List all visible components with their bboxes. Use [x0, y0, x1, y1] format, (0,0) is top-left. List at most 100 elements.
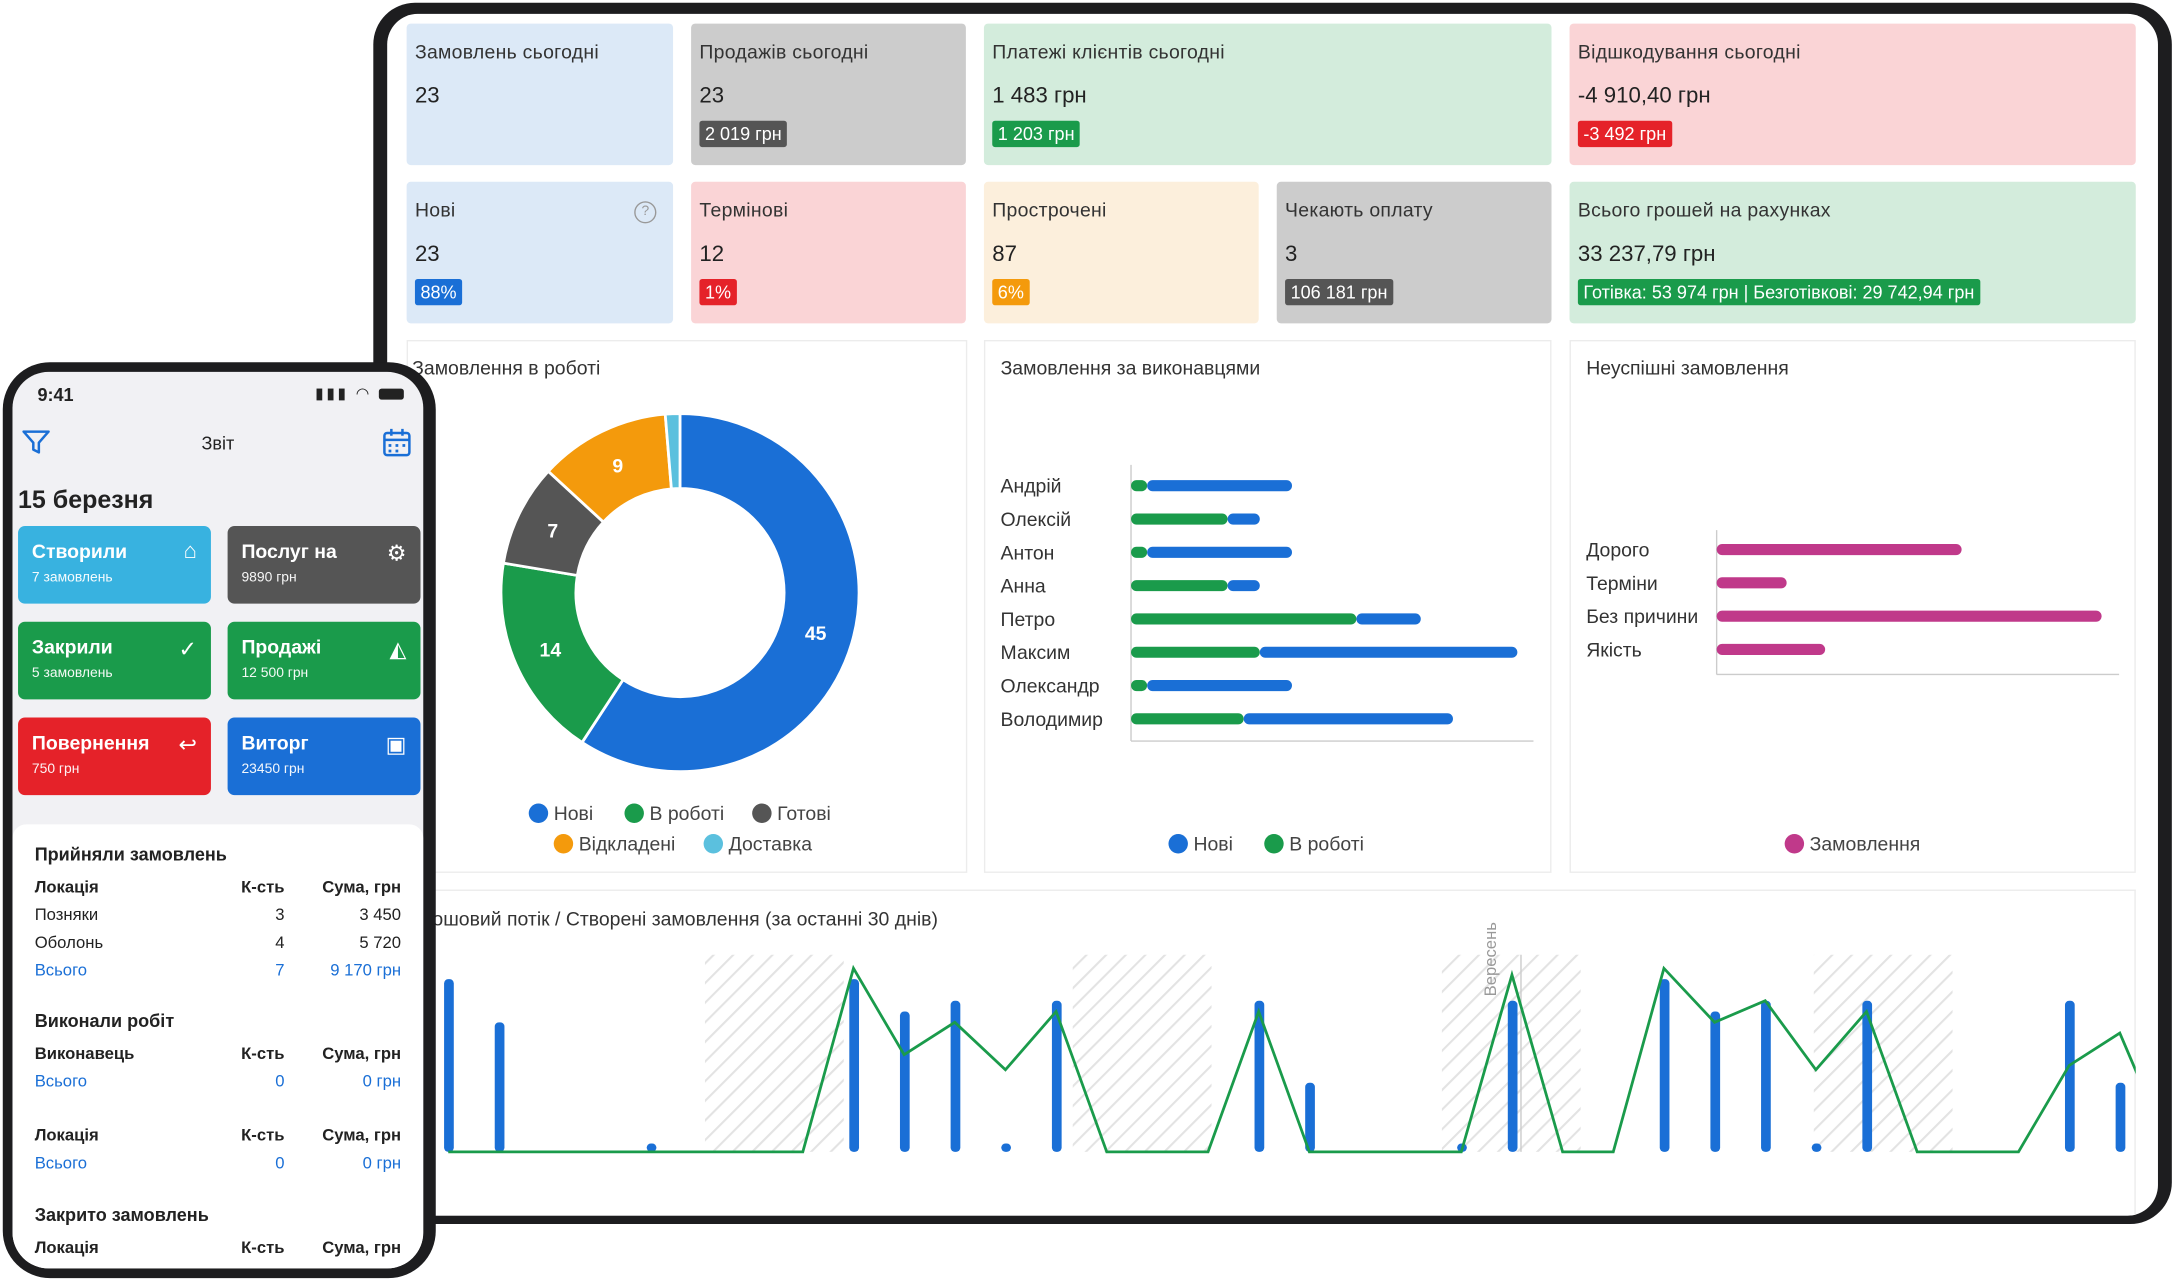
- bar[interactable]: [1131, 480, 1148, 492]
- total-label: Всього: [34, 960, 88, 980]
- cashflow-chart: [444, 954, 2136, 1154]
- bar[interactable]: [1227, 513, 1260, 525]
- legend-label: Готові: [777, 802, 831, 825]
- bar[interactable]: [1131, 613, 1357, 625]
- bar[interactable]: [1716, 577, 1787, 589]
- cashflow-bar[interactable]: [1507, 1000, 1518, 1152]
- tile-label: Повернення: [31, 731, 150, 754]
- filter-icon[interactable]: [22, 430, 50, 455]
- bar[interactable]: [1716, 643, 1826, 656]
- card-value: 23: [414, 242, 440, 267]
- cashflow-bar[interactable]: [444, 979, 454, 1152]
- cashflow-bar[interactable]: [1254, 1000, 1265, 1152]
- card-client-payments[interactable]: Платежі клієнтів сьогодні 1 483 грн 1 20…: [983, 23, 1552, 166]
- col-sum: Сума, грн: [322, 1043, 402, 1064]
- legend-label: Відкладені: [578, 832, 676, 855]
- calendar-icon[interactable]: [382, 427, 413, 458]
- phone-screen: 9:41 ▮▮▮ ◠ Звіт 15 березня Створили 7 зам…: [12, 371, 424, 1269]
- cashflow-bar[interactable]: [950, 1000, 961, 1152]
- cashflow-bar[interactable]: [2115, 1082, 2126, 1152]
- tile-4[interactable]: Продажі 12 500 грн ◭: [227, 621, 421, 700]
- legend-swatch: [1168, 834, 1188, 854]
- bar[interactable]: [1147, 679, 1292, 692]
- card-title: Прострочені: [992, 198, 1107, 221]
- bar[interactable]: [1131, 646, 1260, 658]
- help-icon[interactable]: ?: [634, 201, 657, 224]
- tile-6[interactable]: Виторг 23450 грн ▣: [227, 717, 421, 796]
- tile-label: Продажі: [241, 635, 322, 658]
- total-sum: 0 грн: [362, 1071, 402, 1091]
- tile-sub: 9890 грн: [241, 570, 297, 586]
- cashflow-bar[interactable]: [1761, 1000, 1771, 1152]
- section-title: Закрито замовлень: [34, 1204, 209, 1226]
- cashflow-bar[interactable]: [849, 979, 860, 1152]
- cashflow-bar[interactable]: [1001, 1143, 1011, 1152]
- card-orders-today[interactable]: Замовлень сьогодні 23: [406, 23, 674, 166]
- card-title: Замовлень сьогодні: [414, 40, 599, 63]
- cashflow-bar[interactable]: [1051, 1000, 1062, 1152]
- tile-3[interactable]: Закрили 5 замовлень ✓: [18, 621, 211, 700]
- tile-2[interactable]: Послуг на 9890 грн ⚙: [227, 525, 421, 604]
- card-badge: -3 492 грн: [1577, 120, 1672, 148]
- tile-5[interactable]: Повернення 750 грн ↩: [18, 717, 211, 796]
- donut-slice[interactable]: [580, 412, 861, 773]
- legend-label: В роботі: [649, 802, 725, 825]
- cell-count: 3: [275, 904, 285, 925]
- col-sum: Сума, грн: [322, 1125, 402, 1145]
- legend-item[interactable]: В роботі: [1264, 833, 1364, 855]
- card-sales-today[interactable]: Продажів сьогодні 23 2 019 грн: [691, 23, 966, 166]
- cashflow-bar[interactable]: [1659, 979, 1670, 1152]
- card-overdue[interactable]: Прострочені 87 6%: [983, 181, 1259, 324]
- legend-item[interactable]: Нові: [1168, 832, 1233, 855]
- section-title: Прийняли замовлень: [34, 843, 227, 865]
- cashflow-bar[interactable]: [1305, 1082, 1315, 1152]
- cell-location: Оболонь: [34, 932, 104, 952]
- cashflow-bar[interactable]: [646, 1143, 657, 1152]
- card-awaiting-payment[interactable]: Чекають оплату 3 106 181 грн: [1276, 181, 1552, 324]
- card-new[interactable]: Нові ? 23 88%: [406, 181, 674, 324]
- legend-item[interactable]: Відкладені: [553, 832, 676, 855]
- tile-1[interactable]: Створили 7 замовлень ⌂: [18, 525, 211, 604]
- card-refunds-today[interactable]: Відшкодування сьогодні -4 910,40 грн -3 …: [1569, 23, 2136, 166]
- bar[interactable]: [1716, 544, 1962, 556]
- legend-label: Нові: [1193, 832, 1233, 855]
- bar[interactable]: [1131, 679, 1148, 692]
- legend-item[interactable]: Доставка: [703, 833, 812, 855]
- bar[interactable]: [1147, 546, 1292, 558]
- screen-title: Звіт: [201, 432, 235, 454]
- signal-icon: ▮▮▮: [315, 385, 349, 403]
- legend-item[interactable]: Готові: [752, 802, 831, 824]
- cashflow-bar[interactable]: [1811, 1143, 1822, 1152]
- bar[interactable]: [1716, 610, 2102, 622]
- donut-slice[interactable]: [663, 412, 682, 491]
- card-title: Термінові: [699, 198, 789, 221]
- cashflow-bar[interactable]: [1710, 1011, 1721, 1152]
- bar[interactable]: [1227, 580, 1260, 592]
- cashflow-bar[interactable]: [1862, 1000, 1873, 1152]
- bar[interactable]: [1259, 646, 1518, 658]
- category-label: Якість: [1586, 639, 1642, 661]
- section-title: Виконали робіт: [34, 1010, 175, 1032]
- category-label: Антон: [1001, 542, 1055, 564]
- bar[interactable]: [1356, 613, 1421, 625]
- bar[interactable]: [1131, 580, 1228, 592]
- cashflow-bar[interactable]: [494, 1022, 505, 1152]
- card-urgent[interactable]: Термінові 12 1%: [691, 181, 966, 324]
- bar[interactable]: [1147, 480, 1292, 492]
- legend-item[interactable]: Замовлення: [1784, 833, 1920, 855]
- bar[interactable]: [1131, 513, 1228, 525]
- cashflow-bar[interactable]: [2064, 1000, 2075, 1152]
- legend-item[interactable]: В роботі: [624, 802, 724, 824]
- tile-sub: 12 500 грн: [241, 666, 309, 682]
- card-total-money[interactable]: Всього грошей на рахунках 33 237,79 грн …: [1569, 181, 2136, 324]
- donut-slice-label: 14: [540, 639, 562, 661]
- bar[interactable]: [1131, 546, 1148, 558]
- bar[interactable]: [1131, 713, 1244, 725]
- legend-item[interactable]: Нові: [528, 802, 593, 824]
- clipboard-check-icon: ✓: [178, 638, 198, 662]
- bar[interactable]: [1243, 713, 1453, 725]
- cell-location: Позняки: [34, 904, 99, 925]
- reply-icon: ↩: [178, 734, 198, 758]
- card-title: Платежі клієнтів сьогодні: [992, 40, 1225, 63]
- cashflow-bar[interactable]: [899, 1011, 910, 1152]
